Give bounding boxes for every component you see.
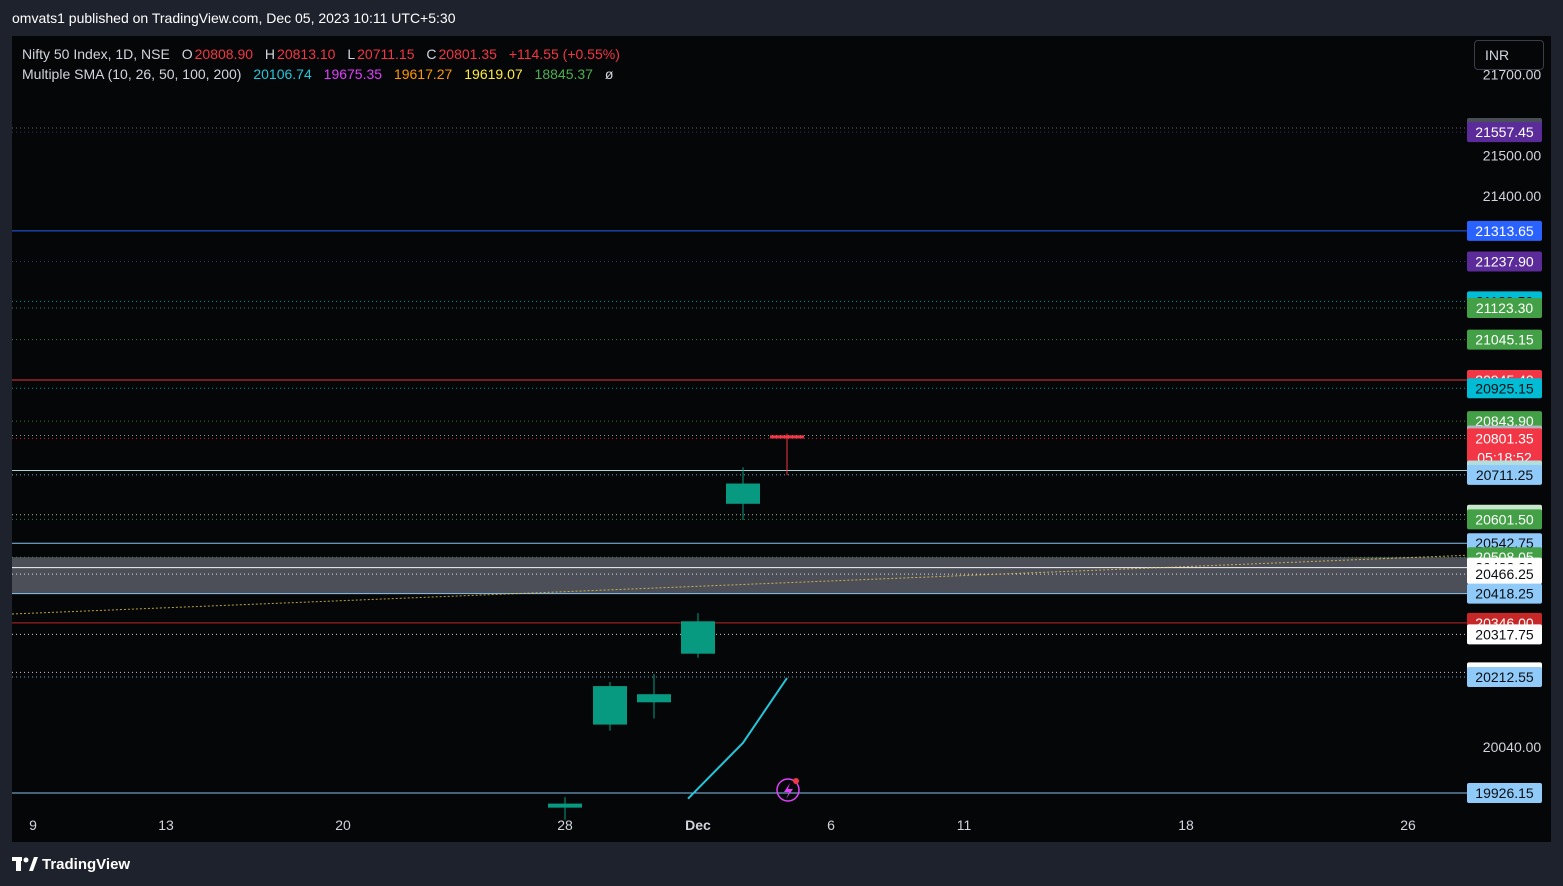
y-axis-tick: 20040.00	[1483, 739, 1542, 755]
price-tag-label: 20843.90	[1475, 413, 1534, 429]
x-axis-label: 20	[335, 817, 351, 833]
price-tag-label: 20466.25	[1475, 566, 1534, 582]
price-tag-label: 20542.75	[1475, 535, 1534, 551]
high-label: H	[264, 46, 276, 62]
sma-legend: Multiple SMA (10, 26, 50, 100, 200) 2010…	[22, 66, 615, 82]
publish-info: omvats1 published on TradingView.com, De…	[12, 10, 456, 26]
candle-body[interactable]	[681, 621, 715, 654]
candle-body[interactable]	[726, 483, 760, 504]
price-tag-label: 20801.35	[1475, 430, 1534, 446]
x-axis-label: Dec	[685, 817, 711, 833]
x-axis-label: 13	[158, 817, 174, 833]
x-axis-label: 18	[1178, 817, 1194, 833]
price-chart[interactable]: 21700.0021500.0021400.0020040.0019940.00…	[12, 36, 1551, 842]
price-tag[interactable]	[1467, 464, 1542, 485]
sma-100-value: 19619.07	[464, 66, 523, 82]
price-tag[interactable]	[1467, 329, 1542, 350]
close-label: C	[426, 46, 437, 62]
y-axis-tick: 21500.00	[1483, 147, 1542, 163]
x-axis-label: 9	[29, 817, 37, 833]
sma-26-value: 19675.35	[323, 66, 383, 82]
tradingview-logo-icon	[12, 857, 38, 871]
footer-brand-label: TradingView	[42, 855, 131, 873]
price-tag-label: 20601.50	[1475, 511, 1534, 527]
trend-line[interactable]	[12, 554, 1468, 615]
sma-title[interactable]: Multiple SMA (10, 26, 50, 100, 200)	[22, 66, 242, 82]
sma-200-value: 18845.37	[534, 66, 593, 82]
price-tag[interactable]	[1467, 428, 1542, 467]
y-axis-tick: 21400.00	[1483, 188, 1542, 204]
price-tag[interactable]	[1467, 251, 1542, 272]
price-tag[interactable]	[1467, 783, 1542, 803]
x-axis-label: 28	[557, 817, 573, 833]
price-tag-label: 20925.15	[1475, 380, 1534, 396]
lightning-bolt-icon	[784, 783, 793, 799]
price-tag-label: 20317.75	[1475, 626, 1534, 642]
sma-settings-icon[interactable]: ø	[604, 66, 614, 82]
price-tag-label: 21313.65	[1475, 223, 1534, 239]
price-tag[interactable]	[1467, 220, 1542, 241]
sma-10-line[interactable]	[687, 677, 788, 800]
candle-body[interactable]	[637, 694, 671, 703]
sma-10-value: 20106.74	[253, 66, 312, 82]
low-value: 20711.15	[357, 46, 415, 62]
lightning-icon[interactable]	[776, 778, 800, 802]
close-value: 20801.35	[438, 46, 497, 62]
price-tag-label: 21045.15	[1475, 332, 1534, 348]
open-label: O	[181, 46, 193, 62]
price-tag-label: 20418.25	[1475, 586, 1534, 602]
symbol-name[interactable]: Nifty 50 Index, 1D, NSE	[22, 46, 170, 62]
x-axis-label: 26	[1400, 817, 1416, 833]
price-tag[interactable]	[1467, 297, 1542, 318]
x-axis-label: 6	[827, 817, 835, 833]
price-tag-label: 21123.30	[1476, 300, 1534, 316]
chart-frame[interactable]: 21700.0021500.0021400.0020040.0019940.00…	[12, 36, 1551, 842]
price-tag-label: 21557.45	[1475, 124, 1534, 140]
price-tag-label: 21237.90	[1475, 254, 1534, 270]
notification-dot-icon	[793, 778, 799, 784]
open-value: 20808.90	[194, 46, 254, 62]
low-label: L	[347, 46, 356, 62]
price-tag[interactable]	[1467, 564, 1542, 585]
y-axis-tick: 21700.00	[1483, 66, 1542, 82]
price-tag[interactable]	[1467, 122, 1542, 143]
price-tag[interactable]	[1467, 624, 1542, 645]
symbol-legend: Nifty 50 Index, 1D, NSE O 20808.90 H 20813…	[22, 46, 622, 62]
price-tag-label: 19926.15	[1475, 785, 1534, 801]
support-zone[interactable]	[12, 557, 1467, 594]
candle-body[interactable]	[770, 435, 804, 439]
candle-body[interactable]	[548, 803, 582, 808]
price-tag[interactable]	[1467, 378, 1542, 399]
price-tag[interactable]	[1467, 666, 1542, 687]
x-axis-label: 11	[957, 817, 972, 833]
price-tag-label: 20711.25	[1476, 467, 1534, 483]
tradingview-logo[interactable]: TradingView	[12, 854, 130, 874]
change-value: +114.55 (+0.55%)	[508, 46, 620, 62]
sma-50-value: 19617.27	[393, 66, 453, 82]
price-tag[interactable]	[1467, 583, 1542, 604]
candle-body[interactable]	[593, 686, 627, 725]
high-value: 20813.10	[277, 46, 336, 62]
price-tag-label: 20212.55	[1475, 669, 1534, 685]
currency-button[interactable]: INR	[1474, 40, 1544, 70]
price-tag[interactable]	[1467, 509, 1542, 530]
